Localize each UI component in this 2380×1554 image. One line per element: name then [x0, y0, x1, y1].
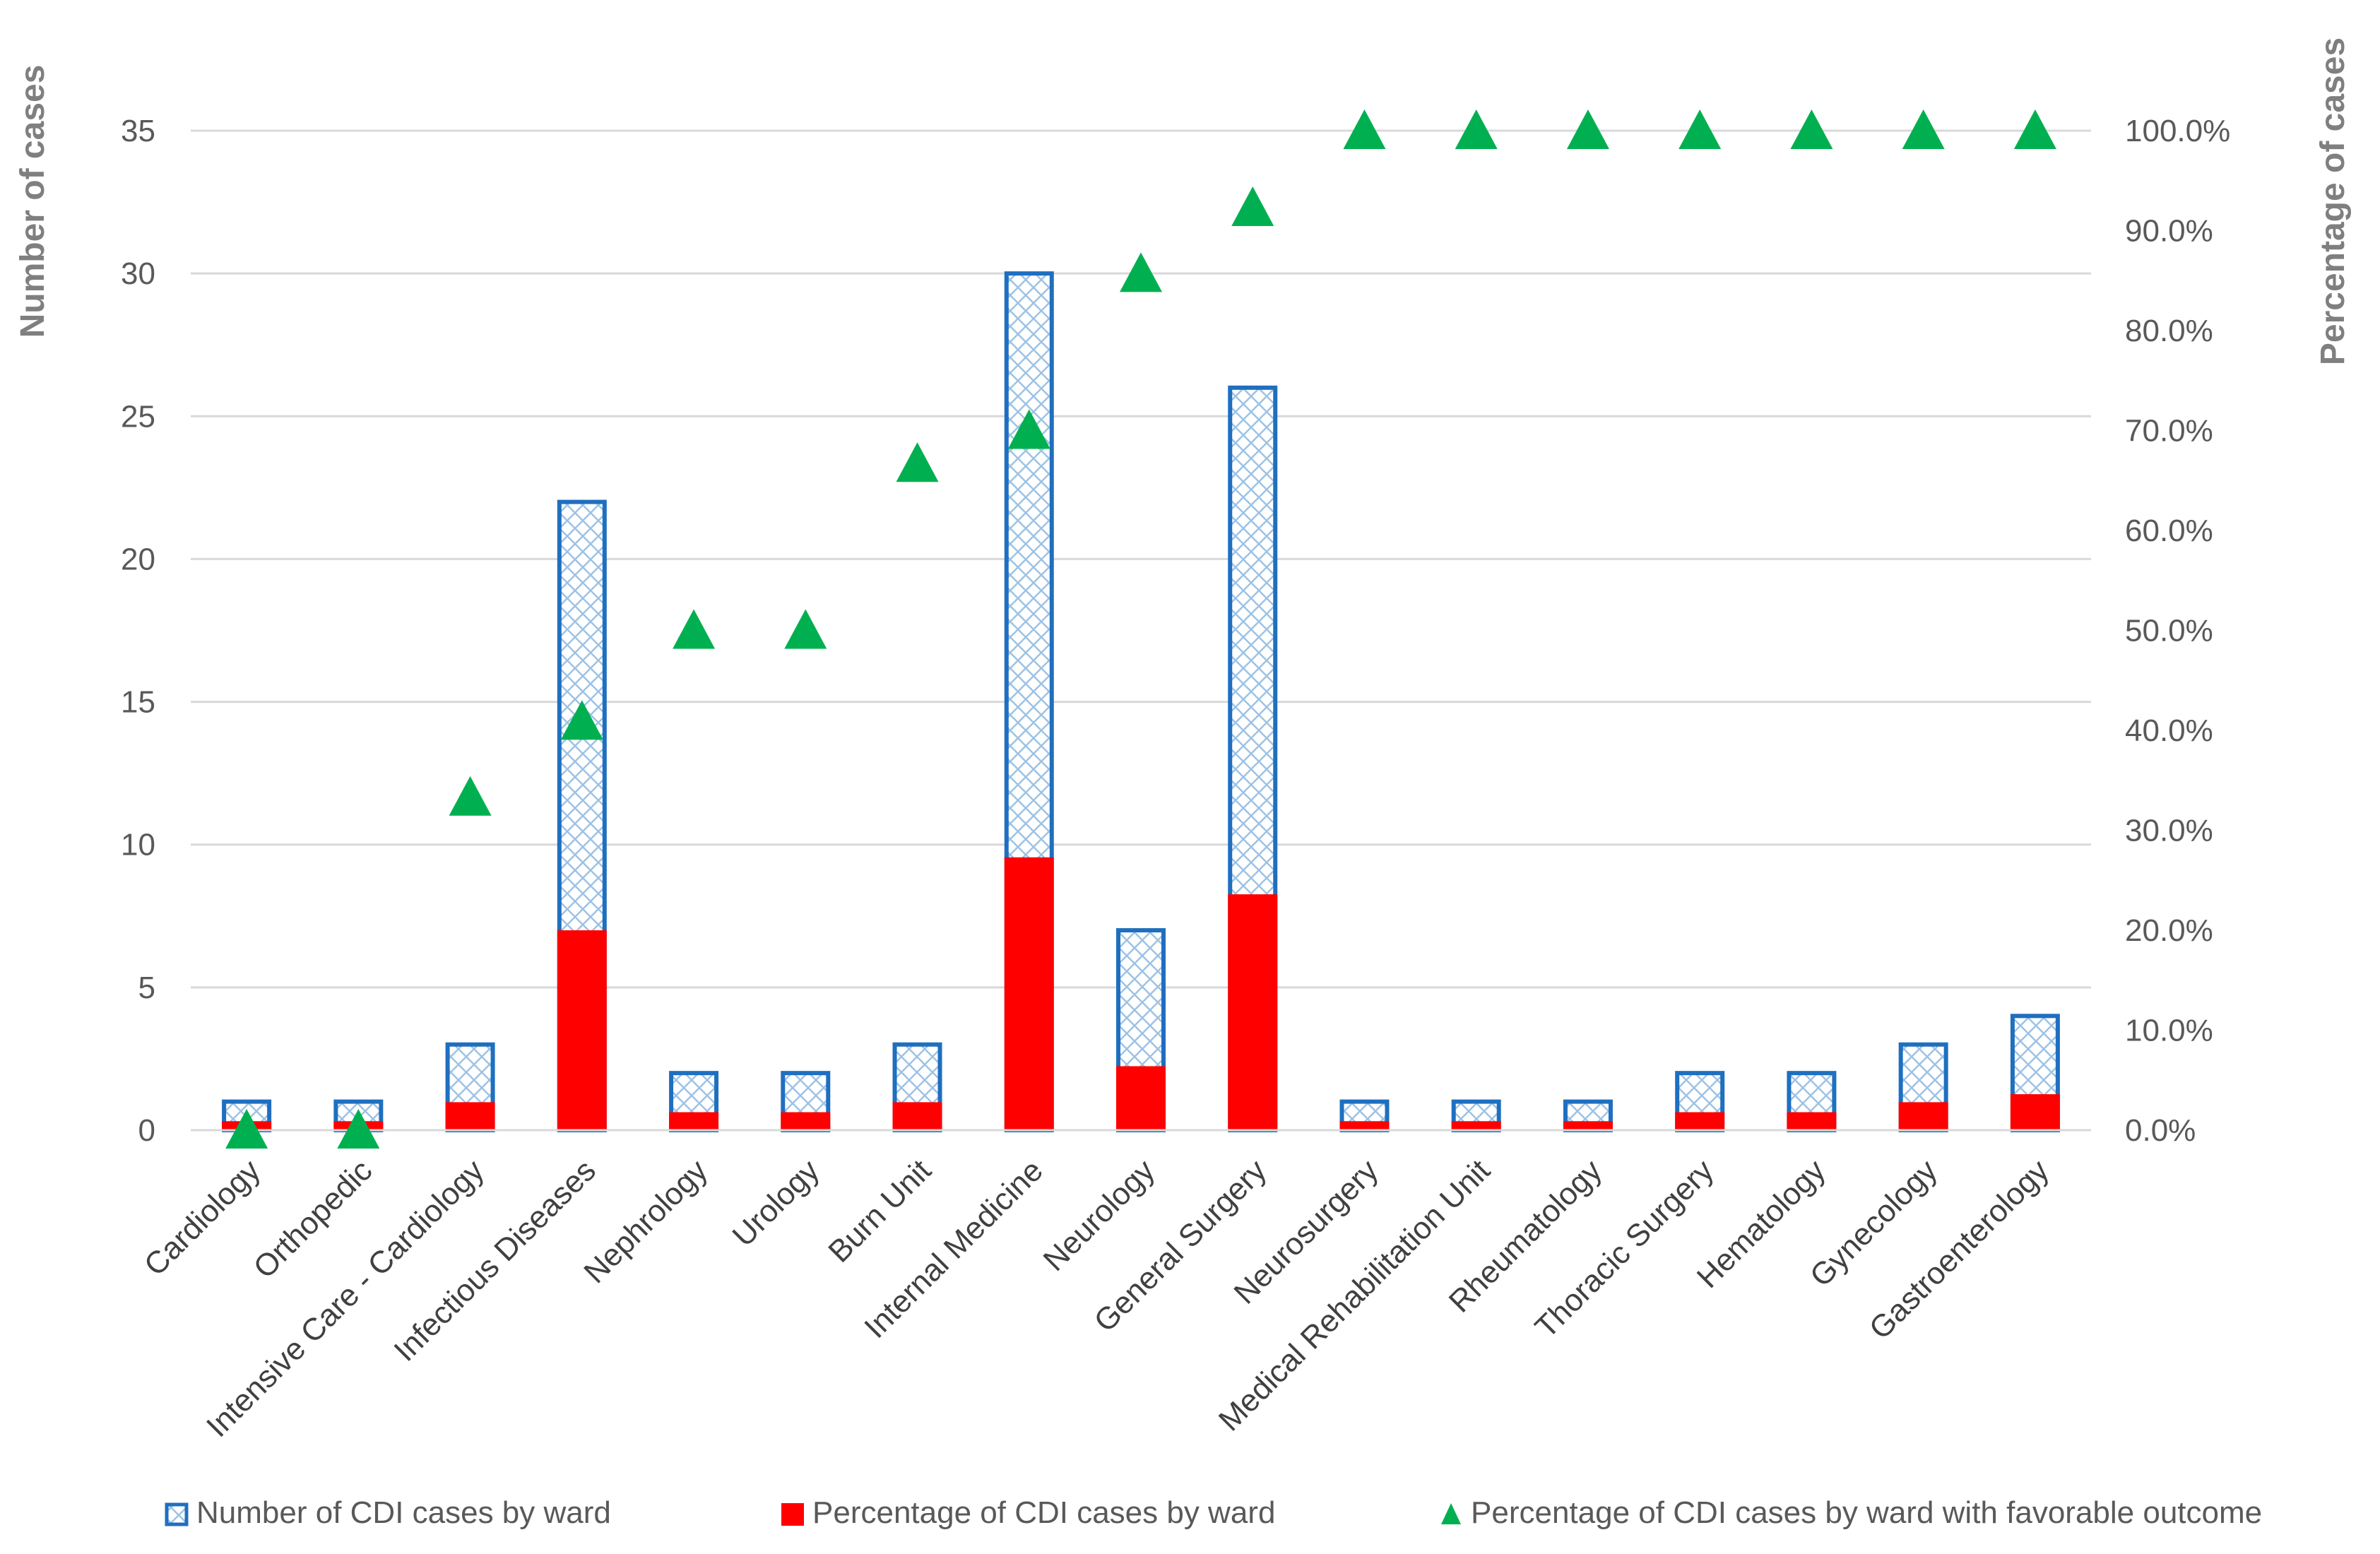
right-axis-ticks: 0.0% 10.0% 20.0% 30.0% 40.0% 50.0% 60.0% 70.0% 8… — [2125, 114, 2230, 1148]
right-tick-label: 20.0% — [2125, 913, 2213, 948]
percentage-bar — [1787, 1112, 1837, 1130]
percentage-bar — [1116, 1066, 1166, 1130]
favorable-outcome-marker — [1007, 409, 1050, 449]
favorable-outcome-marker — [1231, 186, 1274, 226]
right-tick-label: 70.0% — [2125, 414, 2213, 449]
category-label: Burn Unit — [822, 1153, 937, 1269]
legend-label: Percentage of CDI cases by ward — [812, 1495, 1275, 1530]
percentage-bar — [669, 1112, 719, 1130]
legend: Number of CDI cases by ward Percentage of… — [165, 1495, 2262, 1530]
right-axis-title: Percentage of cases — [2314, 37, 2352, 365]
left-tick-label: 35 — [121, 114, 155, 148]
percentage-bar — [1675, 1112, 1725, 1130]
favorable-outcome-marker — [1566, 109, 1609, 149]
right-tick-label: 100.0% — [2125, 114, 2230, 148]
left-axis-title: Number of cases — [14, 65, 52, 338]
left-tick-label: 25 — [121, 399, 155, 434]
favorable-outcome-marker — [1790, 109, 1833, 149]
legend-solid-swatch — [781, 1503, 804, 1526]
right-tick-label: 30.0% — [2125, 814, 2213, 848]
left-tick-label: 30 — [121, 256, 155, 291]
right-tick-label: 60.0% — [2125, 514, 2213, 548]
favorable-outcome-marker — [1679, 109, 1722, 149]
percentage-bar — [1339, 1121, 1390, 1130]
favorable-outcome-marker — [225, 1109, 268, 1149]
percentage-bar — [557, 930, 607, 1130]
legend-triangle-swatch — [1441, 1503, 1461, 1524]
category-label: Infectious Diseases — [387, 1153, 602, 1368]
right-tick-label: 10.0% — [2125, 1014, 2213, 1048]
favorable-outcome-marker — [673, 609, 716, 649]
legend-label: Percentage of CDI cases by ward with fav… — [1471, 1495, 2262, 1530]
favorable-outcome-marker — [1120, 252, 1162, 292]
percentage-bar — [892, 1102, 942, 1130]
left-axis-ticks: 0 5 10 15 20 25 30 35 — [121, 114, 155, 1148]
left-tick-label: 0 — [138, 1113, 155, 1148]
favorable-outcome-marker — [449, 776, 492, 816]
left-tick-label: 5 — [138, 971, 155, 1005]
left-tick-label: 10 — [121, 828, 155, 862]
right-tick-label: 50.0% — [2125, 614, 2213, 648]
favorable-outcome-marker — [896, 442, 939, 482]
percentage-bar — [1563, 1121, 1613, 1130]
favorable-outcome-marker — [1343, 109, 1386, 149]
favorable-outcome-marker — [1902, 109, 1945, 149]
percentage-bar — [2010, 1094, 2060, 1130]
right-tick-label: 90.0% — [2125, 214, 2213, 249]
favorable-outcome-marker — [2013, 109, 2056, 149]
percentage-bar — [781, 1112, 831, 1130]
category-label: Urology — [726, 1153, 827, 1253]
left-tick-label: 15 — [121, 685, 155, 720]
category-label: Cardiology — [138, 1153, 267, 1282]
favorable-outcome-markers — [225, 109, 2056, 1149]
favorable-outcome-marker — [337, 1109, 380, 1149]
percentage-bar — [445, 1102, 495, 1130]
right-tick-label: 40.0% — [2125, 713, 2213, 748]
percentage-bar — [1004, 857, 1054, 1130]
percentage-bar — [1451, 1121, 1501, 1130]
percentage-bar — [1898, 1102, 1948, 1130]
favorable-outcome-marker — [1455, 109, 1498, 149]
left-tick-label: 20 — [121, 542, 155, 576]
percentage-bars — [222, 857, 2060, 1130]
legend-hatched-swatch — [165, 1502, 189, 1526]
favorable-outcome-marker — [784, 609, 827, 649]
favorable-outcome-marker — [560, 700, 603, 740]
right-tick-label: 80.0% — [2125, 314, 2213, 348]
percentage-bar — [1228, 894, 1278, 1130]
right-tick-label: 0.0% — [2125, 1113, 2196, 1148]
legend-label: Number of CDI cases by ward — [196, 1495, 611, 1530]
